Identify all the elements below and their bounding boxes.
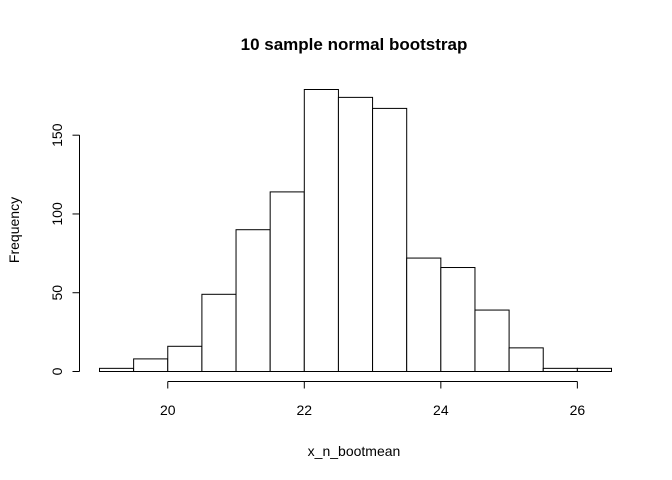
y-axis: 0 50 100 150 (49, 123, 80, 375)
y-tick-label: 50 (49, 285, 65, 301)
y-tick-label: 0 (49, 367, 65, 375)
x-axis-label: x_n_bootmean (308, 443, 401, 459)
x-tick-label: 20 (160, 402, 176, 418)
histogram-bar (201, 293, 237, 373)
histogram-bar (235, 229, 271, 372)
x-tick-label: 24 (433, 402, 449, 418)
histogram-bar (372, 107, 408, 372)
histogram-bar (576, 367, 612, 372)
y-tick-label: 100 (49, 202, 65, 226)
x-axis: 20 22 24 26 (160, 381, 586, 418)
histogram-bar (337, 96, 374, 372)
histogram-bar (133, 358, 169, 372)
chart-title: 10 sample normal bootstrap (241, 35, 468, 54)
histogram-bar (542, 367, 578, 372)
histogram-bar (167, 345, 203, 373)
histogram-bar (440, 267, 476, 372)
histogram-bar (474, 309, 510, 372)
histogram-bar (508, 347, 544, 372)
histogram-bar (303, 89, 339, 372)
histogram-bar (99, 367, 135, 372)
y-tick-label: 150 (49, 123, 65, 147)
x-tick-label: 22 (297, 402, 313, 418)
histogram-bar (269, 191, 305, 372)
x-tick-label: 26 (570, 402, 586, 418)
histogram-bars (99, 89, 612, 373)
y-axis-label: Frequency (6, 197, 22, 263)
histogram-bar (406, 257, 442, 372)
